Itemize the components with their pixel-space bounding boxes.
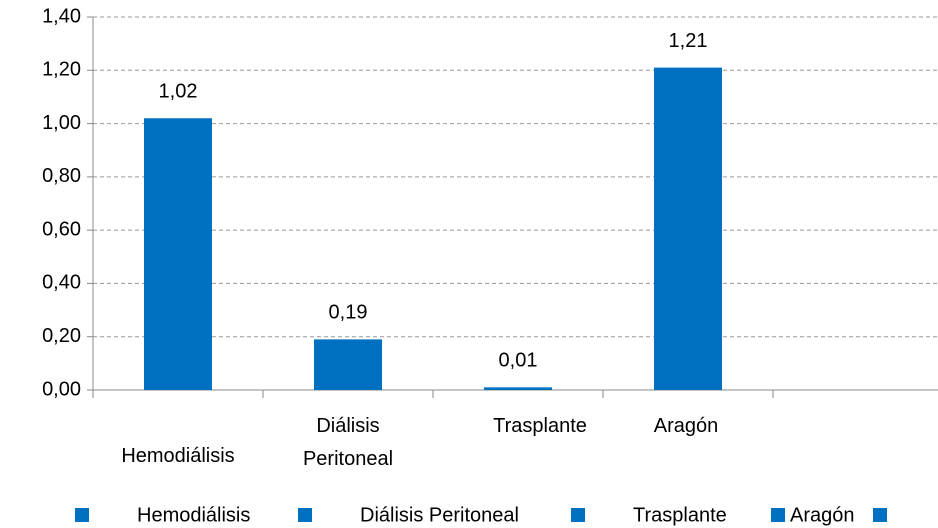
data-label: 0,19 (329, 302, 368, 324)
legend-swatch (75, 508, 89, 522)
bar (484, 387, 552, 390)
x-tick-label: Hemodiálisis (121, 445, 235, 467)
y-tick-label: 1,20 (42, 59, 81, 81)
bar (654, 67, 722, 390)
y-tick-label: 1,00 (42, 112, 81, 134)
x-tick-label: Aragón (653, 415, 719, 437)
legend-label: Hemodiálisis (137, 504, 250, 526)
data-label: 0,01 (499, 350, 538, 372)
x-tick-label: Trasplante (493, 415, 587, 437)
legend-swatch (298, 508, 312, 522)
y-tick-label: 1,40 (42, 5, 81, 27)
legend-label: Aragón (790, 504, 855, 526)
x-tick-label: Diálisis Peritoneal (302, 415, 394, 470)
bar (144, 118, 212, 390)
data-label: 1,21 (669, 30, 708, 52)
legend-label: Diálisis Peritoneal (360, 504, 519, 526)
legend-swatch (873, 508, 887, 522)
y-tick-label: 0,00 (42, 378, 81, 400)
legend-swatch (771, 508, 785, 522)
bar (314, 339, 382, 390)
y-tick-label: 0,20 (42, 325, 81, 347)
legend-label: Trasplante (633, 504, 727, 526)
y-tick-label: 0,40 (42, 272, 81, 294)
legend-swatch (571, 508, 585, 522)
y-tick-label: 0,60 (42, 218, 81, 240)
data-label: 1,02 (159, 81, 198, 103)
y-tick-label: 0,80 (42, 165, 81, 187)
